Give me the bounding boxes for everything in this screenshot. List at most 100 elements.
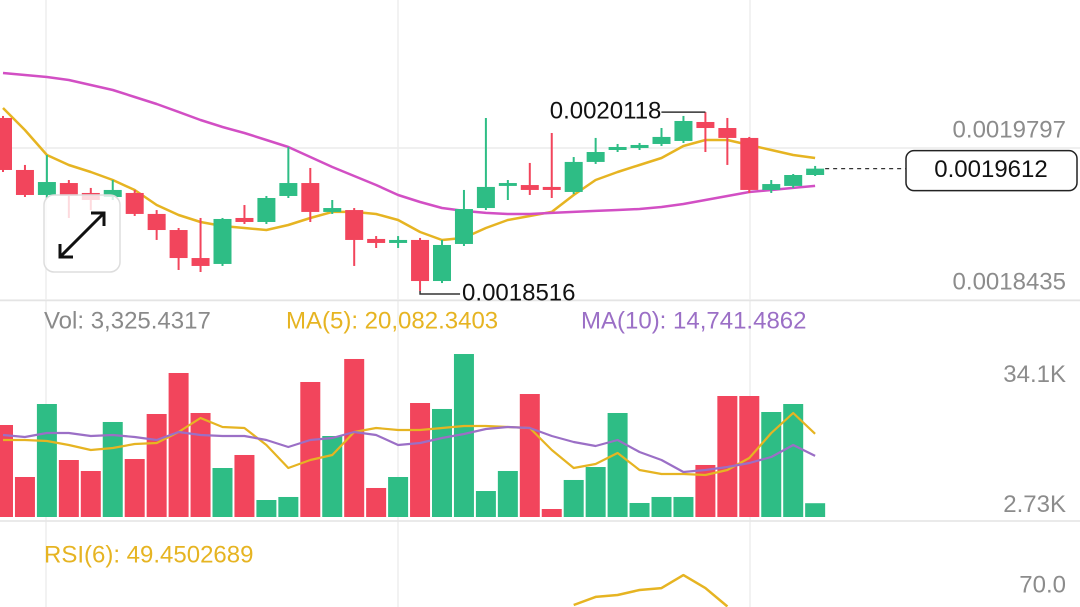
volume-bar [366,487,387,517]
volume-panel [0,354,826,517]
candle [696,112,715,153]
legend-label: MA(5): 20,082.3403 [286,307,498,334]
candle [740,136,759,193]
candle-body [608,146,627,150]
volume-bar [388,476,409,517]
moving-average-line [2,107,816,242]
candle-body [147,213,166,231]
low-annotation-line [419,290,461,295]
high-annotation: 0.0020118 [550,98,662,125]
candle [125,189,144,216]
candle-body [674,120,693,141]
candle [630,142,649,150]
legend-label: MA(10): 14,741.4862 [581,307,806,334]
candle [169,228,188,270]
candle-body [15,169,34,195]
candle [301,167,320,222]
candle-body [630,144,649,148]
candle [389,236,408,248]
volume-bar [783,404,804,517]
labels: 0.0018435 0.0019797 0.0020118 0.0018516 0.00… [44,98,1078,598]
last-price-tag [905,149,1078,192]
candle-body [806,168,825,175]
candle-body [125,192,144,214]
candle [674,115,693,143]
volume-bar [256,500,277,517]
candle [345,208,364,266]
candle [520,162,539,195]
candle-body [345,210,364,240]
candle-body [103,189,122,197]
expand-icon [91,211,106,226]
candle-body [0,117,12,170]
rsi-line [573,573,729,607]
last-price-label: 0.0019612 [934,156,1047,183]
volume-bar [519,394,540,517]
candle-body [718,128,737,138]
rsi-panel [573,573,729,607]
y-tick-label: 70.0 [1019,571,1066,598]
candle-body [367,238,386,243]
volume-bar [432,408,452,517]
candle-body [213,218,232,264]
candle-body [279,183,298,196]
candle [323,200,342,214]
candle-body [652,136,671,144]
volume-bar [585,467,606,517]
candle-body [257,197,276,222]
candle [279,146,298,198]
volume-bar [805,503,826,517]
legend-label: Vol: 3,325.4317 [44,307,211,334]
candle [652,128,671,146]
volume-bar [300,381,321,517]
volume-bar [607,412,628,517]
candle-body [762,184,781,190]
volume-bar [14,476,35,517]
candle-body [696,121,715,129]
candle [235,205,254,224]
candle-body [169,230,188,259]
candle-body [235,217,254,222]
volume-ma-line [3,411,816,477]
candle [608,143,627,153]
volume-bar [58,460,79,517]
volume-bar [278,496,299,517]
candle [586,137,605,164]
volume-bar [563,479,584,517]
candle [784,173,803,188]
y-tick-label: 0.0018435 [953,268,1066,295]
volume-ma-line [2,425,816,474]
volume-bar [695,464,716,517]
volume-bar [212,468,233,517]
volume-bar [234,454,255,517]
candle [564,157,583,194]
candle-body [323,208,342,212]
candle-body [59,183,78,196]
candle-body [454,209,473,244]
candle [542,133,561,198]
volume-bar [80,470,101,517]
volume-bar [344,358,365,517]
candle [213,217,232,266]
volume-bar [410,403,431,517]
expand-button[interactable] [43,194,121,273]
candle [37,155,56,198]
volume-bar [453,354,474,517]
volume-bar [146,413,167,517]
candle [454,189,473,246]
candle-body [389,239,408,243]
volume-bar [651,496,672,517]
candle [476,117,495,211]
volume-bar [102,421,123,517]
volume-bar [124,459,145,517]
volume-bar [497,470,518,517]
candle-body [498,183,517,186]
candle-body [784,175,803,186]
candle [806,165,825,177]
candle [257,195,276,224]
candle [498,180,517,200]
legend-label: RSI(6): 49.4502689 [44,541,253,568]
candle-body [37,182,56,195]
candle-body [542,186,561,190]
